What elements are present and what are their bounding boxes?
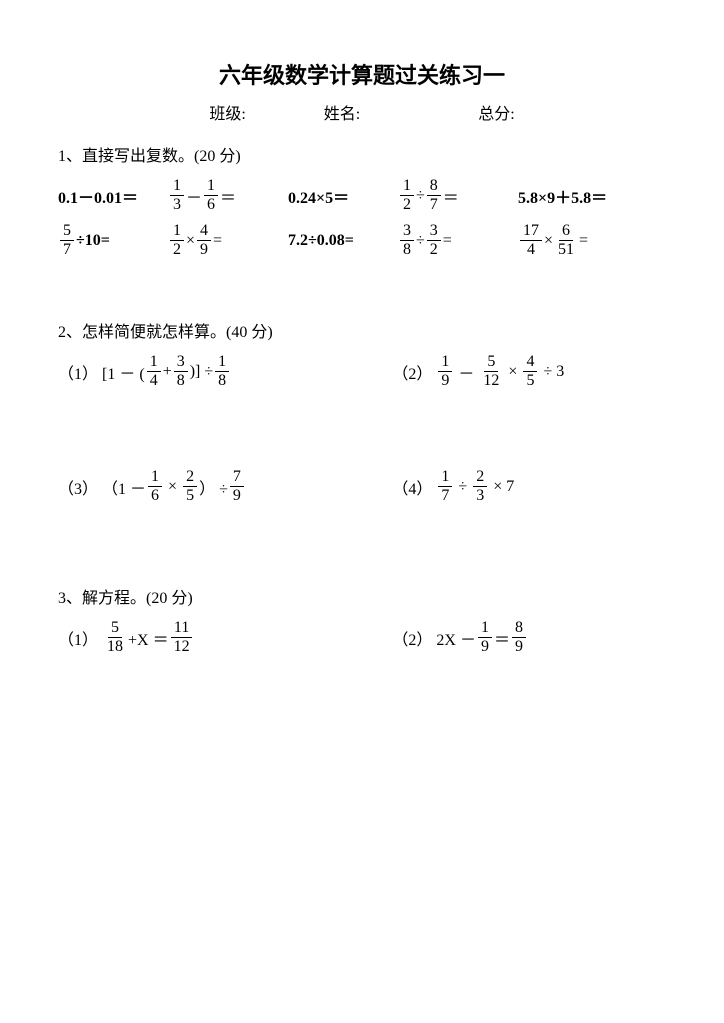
problem-3-2: （2） 2X － 19 ＝ 89 [392,620,666,655]
q-0.24x5: 0.24×5＝ [288,184,398,208]
score-label: 总分: [478,100,514,124]
label-3-1: （1） [58,626,98,650]
section3-points: (20 分) [146,590,193,607]
section2-heading: 2、怎样简便就怎样算。(40 分) [58,318,666,342]
label-2-2: （2） [392,360,432,384]
q-0.1-0.01: 0.1－0.01＝ [58,184,168,208]
problem-2-2: （2） 19 － 512 × 45 ÷ 3 [392,354,666,389]
section1-text: 1、直接写出复数。 [58,148,194,165]
section3-text: 3、解方程。 [58,590,146,607]
section2-row1: （1） [1 － ( 14 + 38 )] ÷ 18 （2） 19 － 512 … [58,354,666,389]
q-7.2div0.08: 7.2÷0.08= [288,232,398,250]
section1-row2: 57 ÷10= 12 × 49 = 7.2÷0.08= 38 ÷ 32 = 17… [58,223,666,258]
class-label: 班级: [209,100,245,124]
name-label: 姓名: [324,100,360,124]
worksheet-title: 六年级数学计算题过关练习一 [58,58,666,90]
section1-heading: 1、直接写出复数。(20 分) [58,142,666,166]
problem-2-4: （4） 17 ÷ 23 × 7 [392,469,666,504]
section2-points: (40 分) [226,324,273,341]
q-1/3-1/6: 13 － 16 ＝ [168,178,288,213]
q-5/7div10: 57 ÷10= [58,223,168,258]
section2-row2: （3） （1 － 16 × 25 ） ÷ 79 （4） 17 ÷ 23 × 7 [58,469,666,504]
q-5.8x9+5.8: 5.8×9＋5.8＝ [518,184,607,208]
header-line: 班级: 姓名: 总分: [58,100,666,124]
q-1/2div8/7: 12 ÷ 87 ＝ [398,178,518,213]
section1-points: (20 分) [194,148,241,165]
section3-heading: 3、解方程。(20 分) [58,584,666,608]
label-3-2: （2） [392,626,432,650]
problem-2-3: （3） （1 － 16 × 25 ） ÷ 79 [58,469,392,504]
section3-row1: （1） 518 +X ＝ 1112 （2） 2X － 19 ＝ 89 [58,620,666,655]
problem-2-1: （1） [1 － ( 14 + 38 )] ÷ 18 [58,354,392,389]
q-17/4x6/51: 174 × 651 = [518,223,588,258]
label-2-1: （1） [58,360,98,384]
problem-3-1: （1） 518 +X ＝ 1112 [58,620,392,655]
label-2-3: （3） [58,475,98,499]
q-3/8div3/2: 38 ÷ 32 = [398,223,518,258]
section1-row1: 0.1－0.01＝ 13 － 16 ＝ 0.24×5＝ 12 ÷ 87 ＝ 5.… [58,178,666,213]
section2-text: 2、怎样简便就怎样算。 [58,324,226,341]
q-1/2x4/9: 12 × 49 = [168,223,288,258]
label-2-4: （4） [392,475,432,499]
